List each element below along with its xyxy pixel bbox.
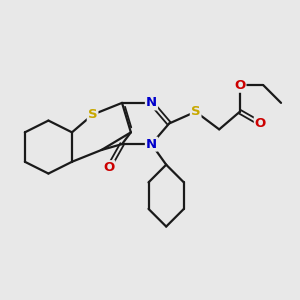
Text: O: O	[255, 117, 266, 130]
Text: S: S	[191, 105, 200, 118]
Text: O: O	[103, 161, 114, 174]
Text: N: N	[146, 96, 157, 110]
Text: N: N	[146, 138, 157, 151]
Text: S: S	[88, 108, 98, 121]
Text: O: O	[234, 79, 245, 92]
